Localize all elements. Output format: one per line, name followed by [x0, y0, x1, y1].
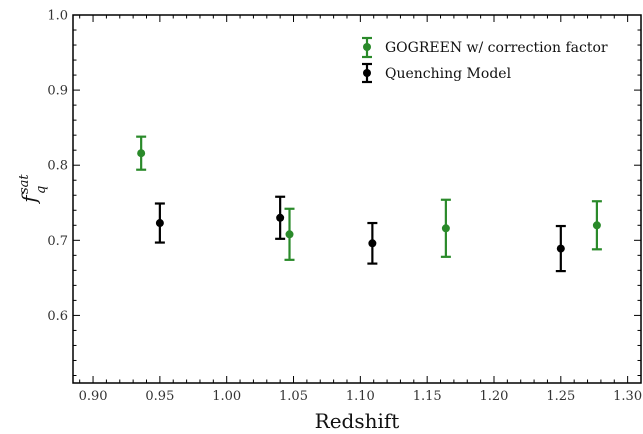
gogreen-point-marker [441, 224, 450, 233]
x-tick-label: 1.10 [346, 389, 375, 404]
tick-labels: 0.90 0.95 1.00 1.05 1.10 1.15 1.20 1.25 1.30 0.6 0… [47, 9, 642, 405]
legend: GOGREEN w/ correction factor Quenching M… [362, 36, 608, 84]
y-tick-label: 0.8 [47, 159, 68, 174]
legend-entry-gogreen [362, 36, 372, 59]
gogreen-point-marker [285, 230, 294, 239]
legend-label-quenching-model: Quenching Model [385, 66, 512, 82]
axis-ticks [73, 14, 642, 383]
legend-label-gogreen: GOGREEN w/ correction factor [385, 40, 608, 56]
quenching-model-point-marker [276, 213, 285, 222]
legend-quenching-model-marker [363, 69, 371, 77]
x-tick-label: 0.90 [79, 389, 108, 404]
x-tick-label: 1.15 [413, 389, 442, 404]
gogreen-point [136, 135, 147, 171]
data-points [136, 135, 602, 273]
legend-entry-quenching-model [362, 62, 372, 84]
y-axis-title-superscript: sat [17, 174, 32, 194]
quenching-model-point-marker [556, 244, 565, 253]
y-tick-label: 1.0 [47, 9, 68, 24]
y-axis-title: f sat q [17, 174, 49, 205]
x-tick-label: 0.95 [145, 389, 174, 404]
x-tick-label: 1.00 [212, 389, 241, 404]
plot-frame [72, 14, 642, 384]
legend-gogreen-marker [363, 43, 371, 51]
gogreen-point-marker [137, 149, 146, 158]
y-tick-label: 0.6 [47, 309, 68, 324]
gogreen-point [440, 198, 451, 258]
x-tick-label: 1.05 [279, 389, 308, 404]
gogreen-point [284, 207, 295, 261]
y-axis-title-subscript: q [34, 186, 49, 194]
quenching-model-point [275, 195, 286, 240]
quenching-model-point [154, 202, 165, 244]
x-tick-label: 1.30 [613, 389, 642, 404]
gogreen-point [591, 200, 602, 251]
gogreen-point-marker [592, 221, 601, 230]
y-tick-label: 0.9 [47, 84, 68, 99]
quenching-model-point-marker [368, 239, 377, 248]
x-axis-title: Redshift [315, 409, 400, 433]
y-tick-label: 0.7 [47, 234, 68, 249]
quenching-model-point [367, 221, 378, 265]
x-tick-label: 1.20 [480, 389, 509, 404]
x-tick-label: 1.25 [546, 389, 575, 404]
quenching-model-point-marker [155, 219, 164, 228]
quenching-model-point [555, 224, 566, 273]
